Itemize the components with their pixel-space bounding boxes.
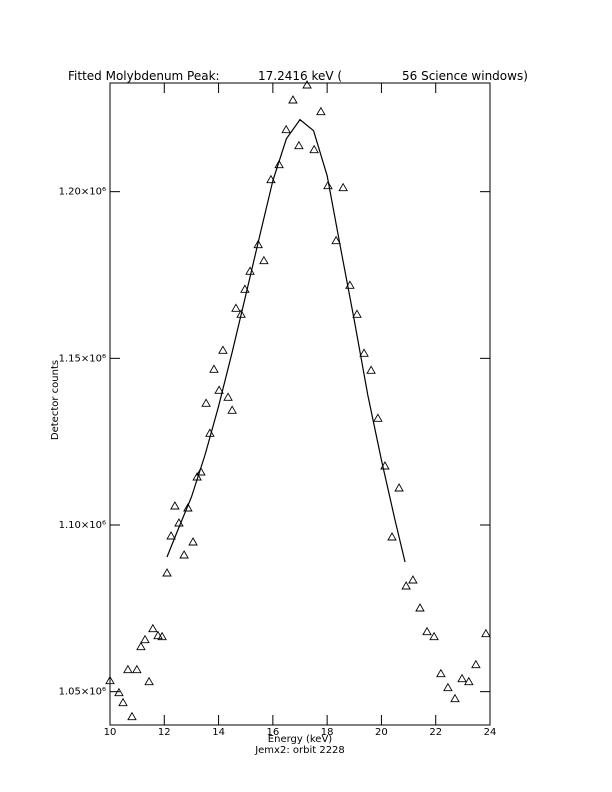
y-tick-label: 1.20×10⁶ <box>59 187 106 198</box>
data-point <box>323 180 333 190</box>
x-axis-label: Energy (keV) <box>268 734 333 745</box>
data-point <box>274 159 284 169</box>
data-point <box>253 239 263 249</box>
data-point <box>114 687 124 697</box>
y-axis-label: Detector counts <box>50 360 61 440</box>
data-point <box>231 303 241 312</box>
data-point <box>170 501 180 510</box>
data-point <box>302 80 312 89</box>
data-point <box>245 266 255 275</box>
data-point <box>387 532 397 541</box>
data-point <box>338 182 348 192</box>
data-point <box>179 550 189 559</box>
x-tick-label: 16 <box>266 727 279 738</box>
x-tick-label: 20 <box>375 727 388 738</box>
data-point <box>352 309 362 318</box>
data-point <box>148 623 158 633</box>
data-point <box>140 634 150 644</box>
x-tick-label: 12 <box>158 727 171 738</box>
data-point <box>127 711 137 721</box>
title-value: 17.2416 keV ( <box>258 69 342 83</box>
data-point <box>429 631 439 641</box>
x-tick-label: 24 <box>484 727 497 738</box>
data-point <box>192 472 202 481</box>
data-point <box>436 668 446 678</box>
x-tick-label: 10 <box>104 727 117 738</box>
y-tick-label: 1.15×10⁶ <box>59 353 106 364</box>
data-point <box>105 675 115 685</box>
data-point <box>443 682 453 692</box>
data-point <box>359 348 369 357</box>
data-point <box>236 309 246 318</box>
data-point <box>201 398 211 407</box>
data-point <box>259 255 269 265</box>
data-point <box>153 630 163 640</box>
data-point <box>316 106 326 116</box>
x-tick-label: 14 <box>212 727 225 738</box>
data-point <box>227 405 237 414</box>
x-axis-label-2: Jemx2: orbit 2228 <box>254 745 345 756</box>
data-point <box>394 483 404 492</box>
data-point <box>209 364 219 373</box>
data-point <box>373 413 383 422</box>
data-point <box>132 664 142 674</box>
data-point <box>183 503 193 512</box>
data-point <box>471 659 481 669</box>
data-point <box>196 467 206 476</box>
data-point <box>380 461 390 470</box>
fit-line <box>166 118 406 563</box>
y-tick-label: 1.05×10⁶ <box>59 687 106 698</box>
data-point <box>174 518 184 527</box>
data-point <box>157 631 167 641</box>
data-point <box>422 626 432 636</box>
data-point <box>240 284 250 293</box>
data-point <box>457 673 467 683</box>
data-point <box>331 235 341 245</box>
data-point <box>214 385 224 394</box>
plot-frame <box>109 82 491 726</box>
data-point <box>205 428 215 437</box>
data-point <box>218 345 228 354</box>
x-tick-label: 22 <box>429 727 442 738</box>
data-point <box>123 664 133 674</box>
x-tick-label: 18 <box>321 727 334 738</box>
data-point <box>450 693 460 703</box>
data-point <box>309 144 319 154</box>
data-point <box>401 581 411 590</box>
data-point <box>408 575 418 584</box>
data-point <box>166 531 176 540</box>
data-point <box>223 392 233 401</box>
data-point <box>288 95 298 104</box>
data-point <box>366 365 376 374</box>
data-point <box>481 628 491 638</box>
data-point <box>118 697 128 707</box>
data-point <box>281 124 291 134</box>
y-tick-label: 1.10×10⁶ <box>59 520 106 531</box>
data-point <box>345 280 355 289</box>
data-point <box>294 140 304 150</box>
data-point <box>266 174 276 184</box>
chart-title: Fitted Molybdenum Peak: <box>68 69 220 83</box>
data-point <box>144 676 154 686</box>
data-point <box>136 641 146 651</box>
data-point <box>415 603 425 612</box>
data-point <box>464 676 474 686</box>
data-point <box>188 537 198 546</box>
data-point <box>162 568 172 577</box>
title-windows: 56 Science windows) <box>402 69 528 83</box>
